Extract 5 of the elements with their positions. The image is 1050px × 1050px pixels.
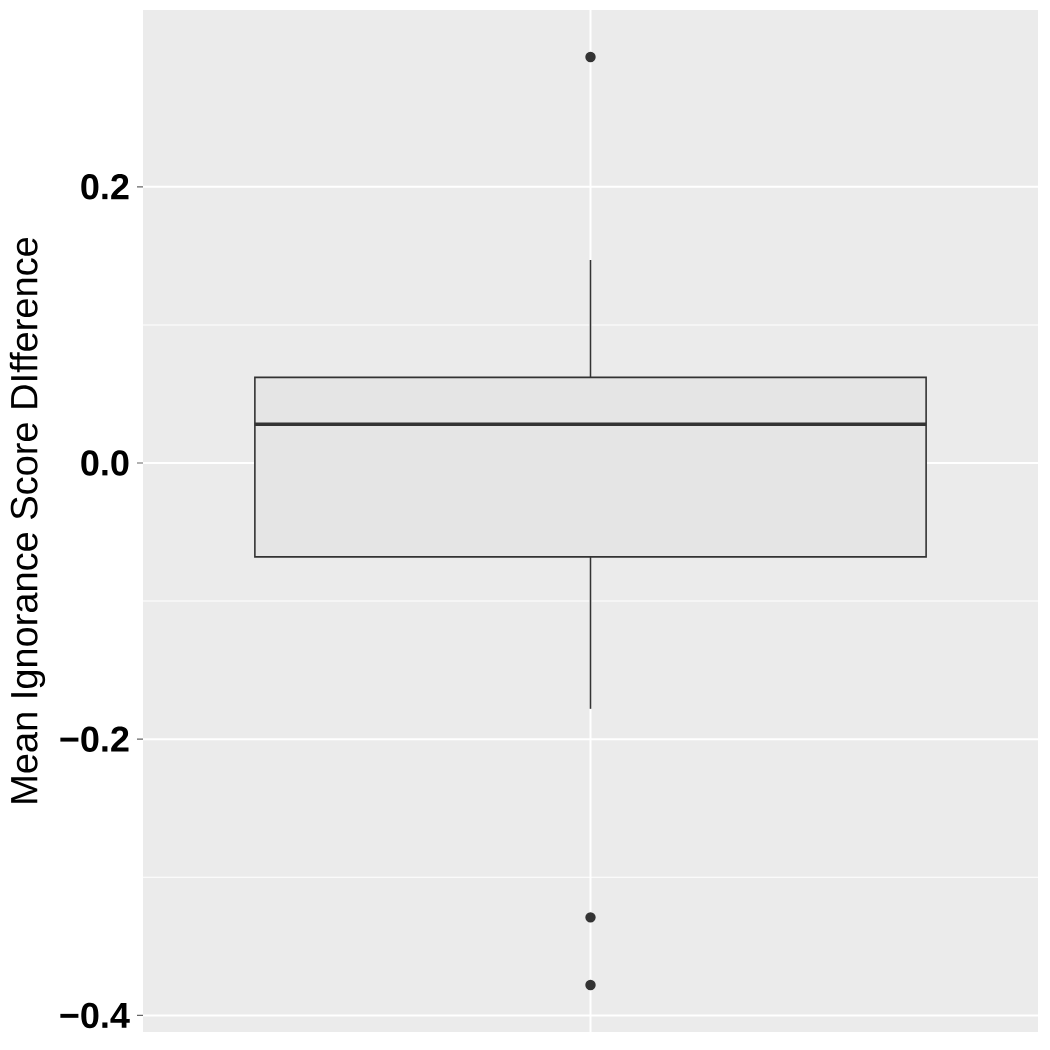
y-tick-label: −0.4 — [60, 1002, 130, 1029]
y-tick-label: 0.0 — [81, 450, 129, 476]
y-tick-label: 0.2 — [81, 174, 129, 200]
y-axis-title: Mean Ignorance Score DIfference — [9, 237, 46, 803]
y-tick-label: −0.2 — [60, 726, 129, 752]
